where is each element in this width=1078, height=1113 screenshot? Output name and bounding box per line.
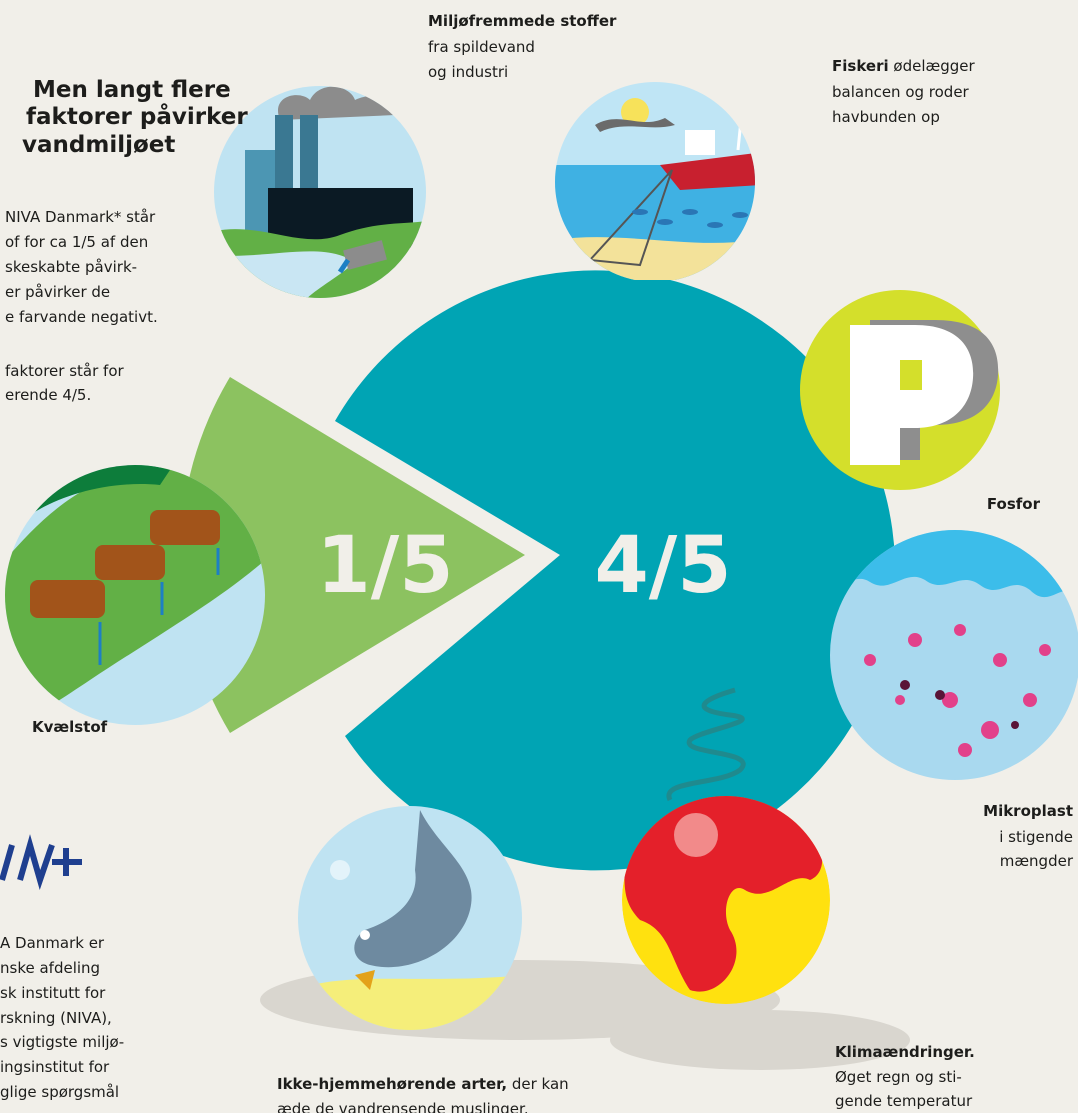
factor-line: Øget regn og sti- bbox=[835, 1068, 962, 1086]
heading-line: Men langt flere bbox=[33, 77, 231, 103]
factor-label: Kvælstof bbox=[32, 718, 108, 736]
pie-large-label: 4/5 bbox=[594, 521, 731, 611]
factor-rest: der kan bbox=[512, 1075, 569, 1093]
intro: Men langt flere faktorer påvirker vandmi… bbox=[5, 77, 248, 404]
paragraph-line: NIVA Danmark* står bbox=[5, 208, 156, 226]
factor-line: balancen og roder bbox=[832, 83, 970, 101]
heading-line: faktorer påvirker bbox=[26, 103, 248, 130]
note-line: A Danmark er bbox=[0, 934, 105, 952]
paragraph-line: skeskabte påvirk- bbox=[5, 258, 137, 276]
niva-note: A Danmark er nske afdeling sk institutt … bbox=[0, 934, 124, 1101]
microplastic-illustration bbox=[830, 530, 1078, 780]
pie-small-label: 1/5 bbox=[316, 521, 453, 611]
factor-line: havbunden op bbox=[832, 108, 940, 126]
note-line: sk institutt for bbox=[0, 984, 106, 1002]
factor-label: Ikke-hjemmehørende arter, der kan æde de… bbox=[277, 1075, 569, 1113]
heading-line: vandmiljøet bbox=[22, 132, 175, 158]
steam bbox=[666, 687, 746, 802]
factor-title: Miljøfremmede stoffer bbox=[428, 12, 617, 30]
factor-line: og industri bbox=[428, 63, 508, 81]
globe-illustration bbox=[622, 796, 830, 1004]
niva-logo bbox=[0, 834, 82, 891]
phosphorus-illustration bbox=[800, 290, 1000, 490]
nitrogen-illustration bbox=[5, 465, 265, 725]
paragraph-line: er påvirker de bbox=[5, 283, 110, 301]
factor-title: Ikke-hjemmehørende arter, der kan bbox=[277, 1075, 569, 1093]
pie-small bbox=[180, 377, 525, 733]
note-line: ingsinstitut for bbox=[0, 1058, 110, 1076]
factor-bold: Ikke-hjemmehørende arter, bbox=[277, 1075, 507, 1093]
paragraph-line: e farvande negativt. bbox=[5, 308, 158, 326]
note-line: glige spørgsmål bbox=[0, 1083, 119, 1101]
pie-large bbox=[335, 270, 896, 871]
factor-rest: ødelægger bbox=[893, 57, 975, 75]
factor-title: Klimaændringer. bbox=[835, 1043, 975, 1061]
factor-label: Fosfor bbox=[987, 495, 1041, 513]
factor-line: æde de vandrensende muslinger. bbox=[277, 1100, 529, 1113]
factor-label: Miljøfremmede stoffer fra spildevand og … bbox=[428, 12, 617, 81]
factor-line: gende temperatur bbox=[835, 1092, 973, 1110]
note-line: rskning (NIVA), bbox=[0, 1009, 112, 1027]
factor-label: Klimaændringer. Øget regn og sti- gende … bbox=[835, 1043, 975, 1110]
factor-title: Mikroplast bbox=[983, 802, 1073, 820]
factor-bold: Fiskeri bbox=[832, 57, 889, 75]
paragraph-line: of for ca 1/5 af den bbox=[5, 233, 148, 251]
factor-title: Fiskeri ødelægger bbox=[832, 57, 975, 75]
factor-label: Mikroplast i stigende mængder bbox=[983, 802, 1074, 870]
factor-label: Fiskeri ødelægger balancen og roder havb… bbox=[832, 57, 975, 126]
factor-line: i stigende bbox=[999, 828, 1073, 846]
note-line: s vigtigste miljø- bbox=[0, 1033, 124, 1051]
factor-line: mængder bbox=[1000, 852, 1074, 870]
note-line: nske afdeling bbox=[0, 959, 100, 977]
factor-line: fra spildevand bbox=[428, 38, 535, 56]
paragraph-line: erende 4/5. bbox=[5, 386, 91, 404]
paragraph-line: faktorer står for bbox=[5, 362, 125, 380]
